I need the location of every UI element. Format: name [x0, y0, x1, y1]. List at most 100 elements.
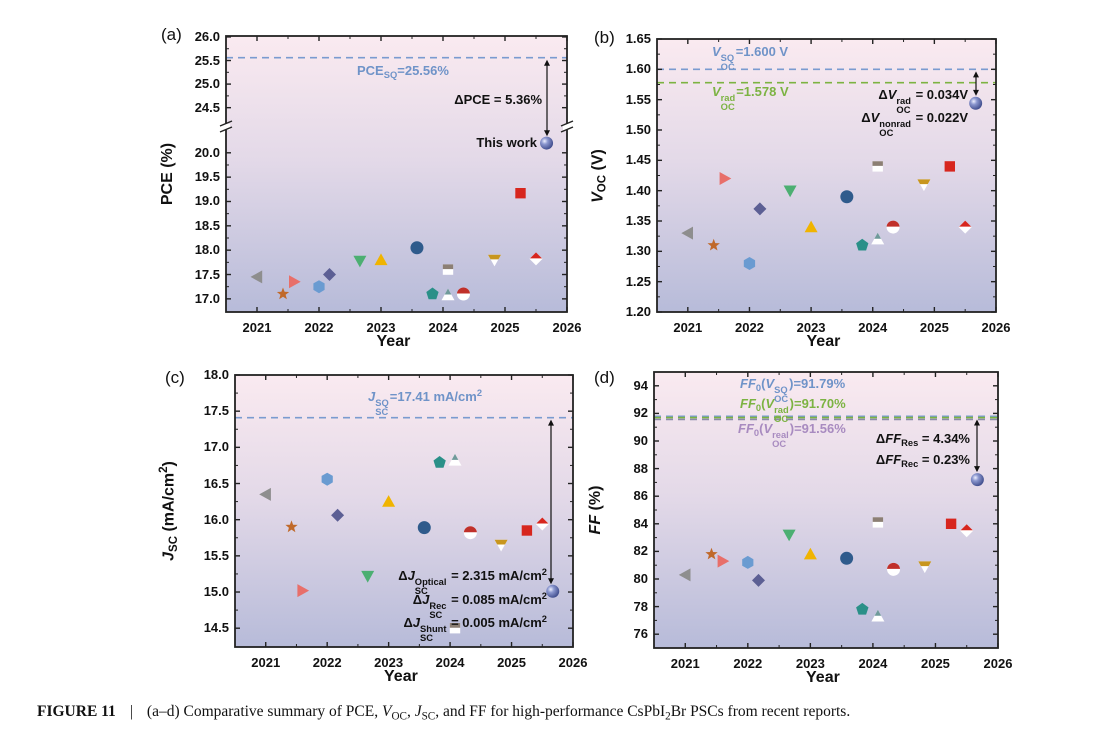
arrow-head-up	[974, 419, 980, 426]
text-run: V	[887, 87, 897, 102]
text-run: ΔPCE = 5.36%	[454, 92, 542, 107]
data-marker-circle	[417, 521, 431, 535]
subscript: 0	[755, 402, 762, 413]
text-run: =17.41 mA/cm	[389, 389, 477, 405]
y-axis-title: PCE (%)	[159, 143, 177, 205]
superscript: SQ	[774, 385, 788, 396]
y-tick-label: 1.55	[625, 91, 651, 107]
text-run: =25.56%	[397, 63, 449, 78]
superscript: 2	[158, 466, 171, 473]
data-marker-half-diamond	[960, 524, 973, 531]
data-marker-tri-up	[382, 495, 396, 507]
data-marker-square	[944, 161, 955, 172]
data-marker-circle	[840, 190, 854, 204]
text-run: = 0.085 mA/cm	[447, 592, 542, 608]
subscript: OC	[720, 62, 735, 73]
text-run: FF	[885, 431, 902, 446]
plot-background	[657, 39, 996, 312]
annotation: FF0(V SQ OC)=91.79%	[740, 376, 845, 404]
x-tick-label: 2025	[919, 320, 949, 335]
text-run: V	[712, 44, 721, 59]
text-run: FF	[587, 514, 604, 535]
subscript: 0	[753, 427, 760, 438]
sup-sub-stack: rad OC	[896, 97, 911, 115]
data-marker-half-tri-down	[917, 179, 931, 185]
y-tick-label: 26.0	[194, 28, 220, 44]
subscript: SC	[420, 633, 433, 644]
superscript: SQ	[375, 398, 389, 409]
text-run: V	[765, 396, 775, 411]
data-marker-star	[707, 238, 720, 251]
x-tick-label: 2025	[497, 655, 526, 670]
y-tick-label: 92	[633, 405, 648, 421]
arrow-head-up	[973, 71, 979, 78]
text-run: V	[712, 84, 721, 99]
text-run: FF	[885, 452, 902, 467]
x-axis-title: Year	[376, 333, 411, 350]
annotation: V SQ OC =1.600 V	[712, 44, 788, 72]
x-tick-label: 2023	[374, 655, 404, 670]
data-marker-half-circle	[887, 562, 900, 569]
data-marker-half-square	[872, 161, 883, 166]
text-run: J	[160, 551, 178, 561]
text-run: J	[407, 568, 415, 584]
data-marker-half-tri-up	[874, 609, 882, 616]
data-marker-circle	[840, 551, 854, 565]
x-tick-label: 2026	[558, 655, 588, 670]
superscript: nonrad	[879, 119, 911, 130]
x-tick-label: 2024	[428, 320, 458, 335]
superscript: 2	[476, 388, 483, 398]
superscript: 2	[541, 614, 547, 624]
panel-letter: (c)	[165, 368, 185, 387]
text-run: (V)	[589, 148, 607, 175]
x-tick-label: 2025	[490, 320, 520, 335]
text-run: Δ	[878, 87, 888, 102]
data-marker-hexagon	[313, 280, 325, 294]
axis-break-gap	[563, 124, 571, 130]
y-tick-label: 94	[633, 377, 648, 393]
superscript: Rec	[429, 601, 447, 612]
x-tick-label: 2024	[435, 655, 465, 670]
y-tick-label: 25.0	[194, 76, 220, 92]
data-marker-half-diamond	[529, 252, 543, 259]
annotation: This work	[476, 135, 537, 150]
y-tick-label: 1.45	[625, 152, 651, 168]
caption-text: (a–d) Comparative summary of PCE, VOC, J…	[147, 703, 850, 722]
y-tick-label: 16.0	[203, 511, 229, 527]
y-tick-label: 1.20	[625, 304, 651, 319]
x-tick-label: 2025	[920, 656, 950, 671]
y-tick-label: 20.0	[194, 144, 220, 160]
data-marker-half-tri-down	[494, 539, 508, 545]
text-run: , and FF for high-performance CsPbI	[435, 703, 666, 720]
superscript: SQ	[720, 53, 735, 64]
plot-frame	[653, 371, 999, 649]
x-tick-label: 2022	[304, 320, 334, 335]
subscript: OC	[774, 414, 789, 425]
superscript: 2	[541, 567, 547, 577]
subscript: OC	[596, 174, 609, 192]
subscript: SQ	[383, 69, 398, 80]
subscript: OC	[879, 128, 894, 139]
data-marker-half-diamond	[536, 517, 549, 524]
data-marker-half-circle	[463, 526, 477, 533]
caption-separator: |	[129, 703, 133, 720]
annotation: ΔJ Rec SC = 0.085 mA/cm2	[413, 591, 547, 620]
x-tick-label: 2021	[251, 655, 281, 670]
subscript: OC	[774, 394, 789, 405]
text-run: FF	[738, 421, 754, 436]
data-marker-half-diamond	[959, 220, 972, 227]
y-tick-label: 1.35	[625, 213, 651, 228]
data-marker-tri-up	[804, 220, 818, 233]
y-tick-label: 19.0	[194, 193, 220, 209]
y-axis-title: VOC (V)	[589, 149, 608, 203]
data-marker-square	[515, 188, 526, 199]
y-tick-label: 82	[633, 543, 648, 559]
data-marker-tri-left	[678, 568, 691, 582]
text-run: This work	[476, 135, 537, 150]
sup-sub-stack: Shunt SC	[420, 625, 446, 643]
caption-label: FIGURE 11	[37, 703, 116, 720]
text-run: )	[160, 461, 178, 467]
x-tick-label: 2022	[312, 655, 342, 670]
